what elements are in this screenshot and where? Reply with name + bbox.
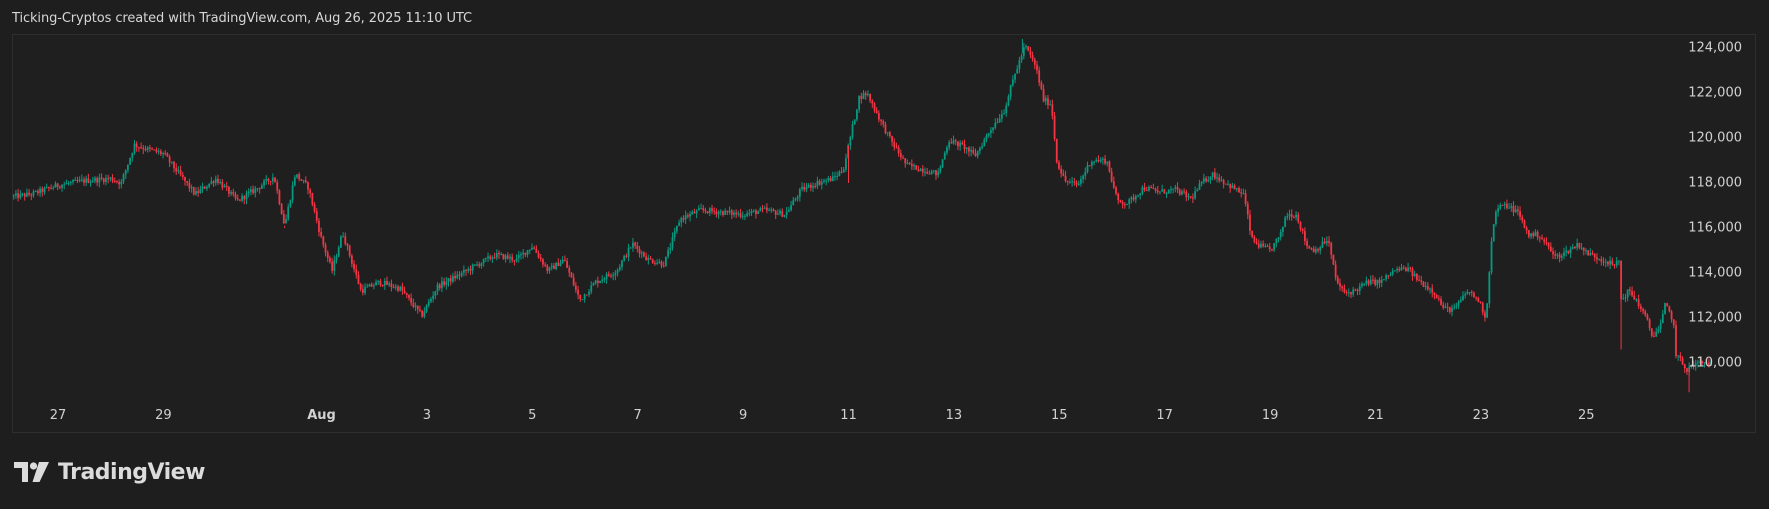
- price-tick-label: 120,000: [1688, 130, 1742, 146]
- price-tick-label: 112,000: [1688, 310, 1742, 326]
- time-tick-label: Aug: [307, 408, 336, 423]
- candles: [12, 39, 1713, 393]
- time-tick-label: 23: [1472, 408, 1490, 423]
- tradingview-logo: TradingView: [14, 460, 205, 485]
- price-tick-label: 110,000: [1688, 355, 1742, 371]
- chart-frame: [12, 34, 1756, 433]
- time-tick-label: 5: [528, 408, 537, 423]
- time-tick-label: 21: [1367, 408, 1384, 423]
- time-tick-label: 29: [155, 408, 172, 423]
- tradingview-wordmark: TradingView: [58, 460, 205, 485]
- time-tick-label: 27: [49, 408, 67, 423]
- time-tick-label: 7: [633, 408, 642, 423]
- tradingview-logo-icon: [14, 461, 49, 482]
- price-tick-label: 122,000: [1688, 85, 1742, 101]
- time-tick-label: 25: [1578, 408, 1595, 423]
- price-tick-label: 114,000: [1688, 265, 1742, 281]
- price-tick-label: 118,000: [1688, 175, 1742, 191]
- price-tick-label: 116,000: [1688, 220, 1742, 236]
- time-tick-label: 9: [738, 408, 748, 423]
- price-tick-label: 124,000: [1688, 40, 1742, 56]
- chart-attribution: Ticking-Cryptos created with TradingView…: [12, 11, 472, 26]
- time-tick-label: 15: [1051, 408, 1068, 423]
- time-tick-label: 17: [1156, 408, 1173, 423]
- time-tick-label: 13: [945, 408, 963, 423]
- time-tick-label: 3: [422, 408, 432, 423]
- time-tick-label: 19: [1261, 408, 1279, 423]
- time-tick-label: 11: [840, 408, 857, 423]
